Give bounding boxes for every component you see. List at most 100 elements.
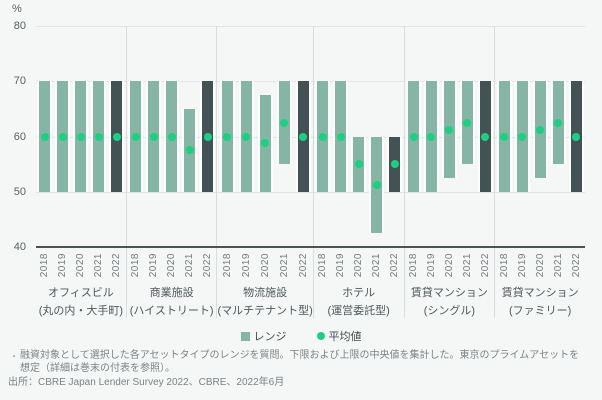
year-tick-label: 2019 [425,252,437,278]
year-slot [127,26,145,247]
year-tick: 2022 [567,249,585,281]
legend-average-label: 平均値 [328,331,362,343]
year-slot [567,26,585,247]
average-dot-2022 [390,160,399,169]
year-tick-label: 2020 [534,252,546,278]
year-tick: 2021 [368,249,386,281]
year-slot [108,26,126,247]
year-slot [440,26,458,247]
year-slot [458,26,476,247]
year-slot [368,26,386,247]
group-name: 商業施設 [149,287,194,299]
year-tick: 2019 [513,249,531,281]
year-tick: 2022 [199,249,217,281]
average-dot-2022 [112,132,121,141]
year-tick-label: 2019 [240,252,252,278]
year-tick: 2018 [217,249,236,281]
year-tick: 2018 [405,249,423,281]
average-dot-2022 [299,132,308,141]
group-name: ホテル [342,287,376,299]
average-dot-2021 [94,132,103,141]
year-tick: 2020 [350,249,368,281]
year-tick-label: 2020 [353,252,365,278]
year-tick: 2020 [256,249,275,281]
year-tick: 2018 [127,249,145,281]
year-tick: 2019 [422,249,440,281]
year-tick-label: 2018 [408,252,419,278]
year-tick-label: 2022 [479,252,491,278]
year-slot [314,26,332,247]
year-slot [275,26,294,247]
year-tick: 2018 [495,249,513,281]
year-tick: 2020 [72,249,90,281]
bars-area [36,26,126,247]
year-slot [237,26,256,247]
year-slot [145,26,163,247]
years-row: 2018 2019 2020 2021 2022 [314,249,404,281]
year-tick-label: 2020 [259,252,271,278]
bars-area [495,26,585,247]
y-axis-tick-label: 70 [13,75,26,88]
year-tick-label: 2022 [202,252,214,278]
year-slot [332,26,350,247]
average-dot-2022 [572,132,581,141]
average-dot-2020 [354,160,363,169]
gridline [36,26,585,27]
year-slot [163,26,181,247]
year-tick: 2018 [314,249,332,281]
group-name: オフィスビル [47,287,114,299]
range-swatch-icon [240,331,250,341]
average-dot-2021 [185,146,194,155]
average-dot-2020 [536,125,545,134]
y-axis-tick-label: 50 [13,185,26,198]
average-dot-2018 [500,132,509,141]
y-axis-tick-label: 60 [13,130,26,143]
average-dot-2020 [445,125,454,134]
year-tick-label: 2021 [552,252,564,278]
chart-group: 2018 2019 2020 2021 2022 ホテル (運営委託型) [314,26,405,318]
year-tick: 2019 [145,249,163,281]
year-tick-label: 2021 [371,252,383,278]
year-slot [199,26,217,247]
year-tick-label: 2019 [516,252,528,278]
year-tick: 2022 [476,249,494,281]
average-dot-2018 [409,132,418,141]
source-line: 出所：CBRE Japan Lender Survey 2022、CBRE、20… [8,376,285,388]
year-tick: 2022 [108,249,126,281]
year-tick-label: 2022 [389,252,401,278]
average-dot-2018 [40,132,49,141]
year-slot [54,26,72,247]
year-tick: 2020 [163,249,181,281]
year-tick-label: 2021 [184,252,196,278]
average-dot-2020 [167,132,176,141]
legend-item-average: 平均値 [316,328,362,344]
year-slot [386,26,404,247]
year-tick: 2021 [549,249,567,281]
group-subname: (運営委託型) [327,305,390,317]
chart-group: 2018 2019 2020 2021 2022 オフィスビル (丸の内・大手町) [36,26,127,318]
year-tick-label: 2020 [443,252,455,278]
year-tick-label: 2019 [57,252,69,278]
year-slot [72,26,90,247]
bars-area [405,26,495,247]
year-tick-label: 2020 [75,252,87,278]
year-tick: 2021 [90,249,108,281]
group-subname: (シングル) [423,305,476,317]
year-slot [181,26,199,247]
x-axis-baseline [36,246,585,248]
average-dot-2019 [58,132,67,141]
average-dot-2020 [76,132,85,141]
group-subname: (ファミリー) [508,305,572,317]
year-slot [495,26,513,247]
year-tick: 2020 [440,249,458,281]
category-groups: 2018 2019 2020 2021 2022 オフィスビル (丸の内・大手町) 2018 2… [36,26,585,318]
group-name: 賃貸マンション [410,287,488,299]
average-dot-2021 [372,180,381,189]
average-dot-2021 [554,118,563,127]
footnote-bullet: ・ [10,352,18,361]
year-tick-label: 2020 [166,252,178,278]
year-slot [36,26,54,247]
chart-group: 2018 2019 2020 2021 2022 商業施設 (ハイストリート) [127,26,218,318]
average-dot-2019 [427,132,436,141]
average-dot-2022 [203,132,212,141]
